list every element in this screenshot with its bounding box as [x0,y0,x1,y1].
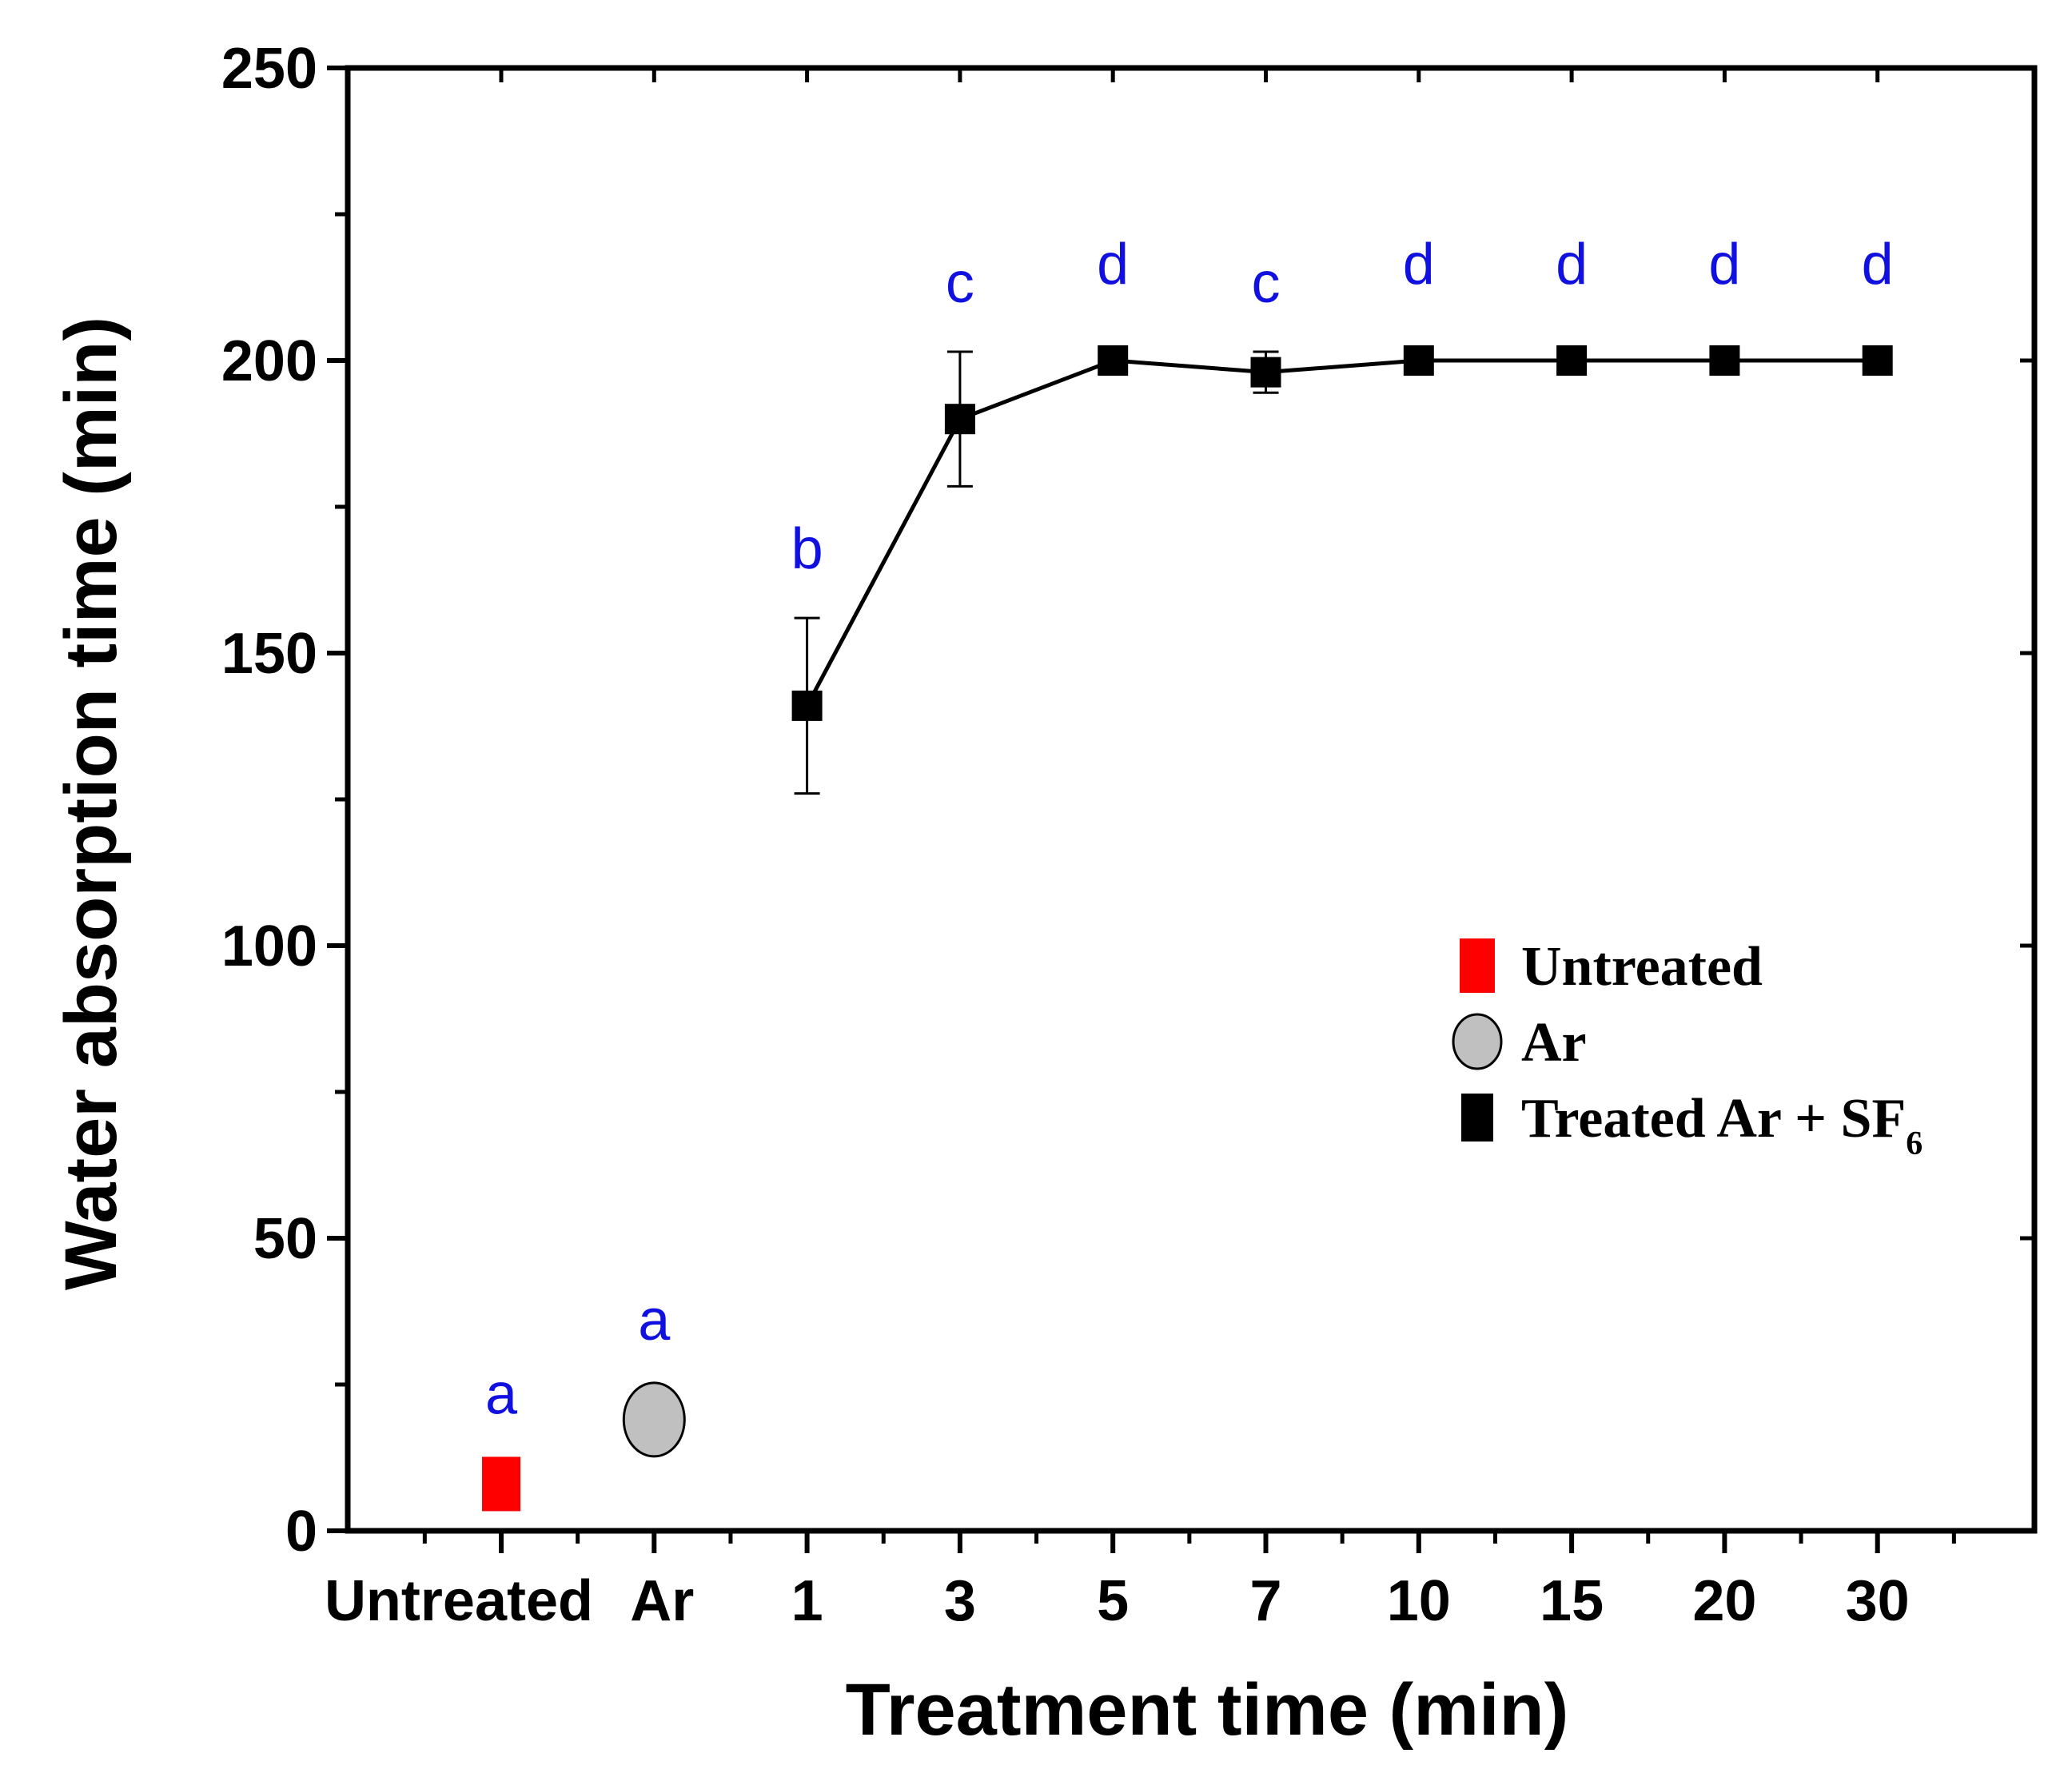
x-tick-label: Ar [630,1569,694,1633]
legend-marker-square [1460,938,1495,993]
series-ar [622,1381,686,1458]
significance-label: a [485,1362,518,1426]
legend-label: Untreated [1521,936,1763,998]
significance-labels: a a b c d c d d d d [485,233,1894,1426]
data-point-square [1862,345,1893,376]
series-layer [482,345,1893,1512]
data-point-square [1098,345,1129,376]
series-treated-ar-sf [791,345,1893,795]
data-point-square [944,404,975,435]
y-tick-label: 200 [221,329,317,393]
data-point-square [1709,345,1740,376]
significance-label: d [1708,233,1740,297]
y-tick-label: 0 [285,1500,317,1564]
x-axis: Untreated Ar 1 3 5 7 10 15 20 30 [325,68,1956,1633]
series-untreated [482,1456,520,1512]
x-tick-label: 20 [1692,1569,1756,1633]
y-tick-label: 100 [221,914,317,978]
y-tick-label: 150 [221,622,317,686]
data-point-square [791,690,823,721]
data-point-square [1403,345,1434,376]
x-tick-label: 10 [1387,1569,1451,1633]
x-tick-label: 15 [1540,1569,1604,1633]
significance-label: a [638,1289,671,1353]
legend-label: Ar [1521,1012,1587,1074]
series-line [805,358,1878,707]
legend-marker-square [1461,1094,1493,1142]
x-axis-title: Treatment time (min) [846,1669,1569,1751]
x-tick-label: 30 [1846,1569,1910,1633]
x-tick-label: 1 [791,1569,823,1633]
y-tick-label: 50 [253,1207,317,1271]
legend-item: Untreated [1460,936,1763,998]
legend-marker-circle [1452,1013,1503,1070]
legend-label-subscript: 6 [1906,1126,1923,1162]
x-tick-label: 5 [1097,1569,1129,1633]
y-tick-label: 250 [221,37,317,101]
y-axis: 0 50 100 150 200 250 [221,37,2034,1564]
significance-label: d [1403,233,1435,297]
significance-label: c [1252,251,1281,315]
significance-label: c [946,251,974,315]
significance-label: d [1862,233,1894,297]
significance-label: d [1556,233,1588,297]
x-tick-label: 7 [1249,1569,1281,1633]
data-point-circle [622,1381,686,1458]
data-point-square [482,1456,520,1512]
y-axis-title: Water absorption time (min) [50,317,132,1290]
x-tick-label: 3 [944,1569,976,1633]
significance-label: d [1097,233,1129,297]
legend-item: Ar [1452,1012,1587,1074]
data-point-square [1556,345,1588,376]
data-point-square [1250,357,1281,388]
x-tick-label: Untreated [325,1569,593,1633]
significance-label: b [791,517,823,581]
